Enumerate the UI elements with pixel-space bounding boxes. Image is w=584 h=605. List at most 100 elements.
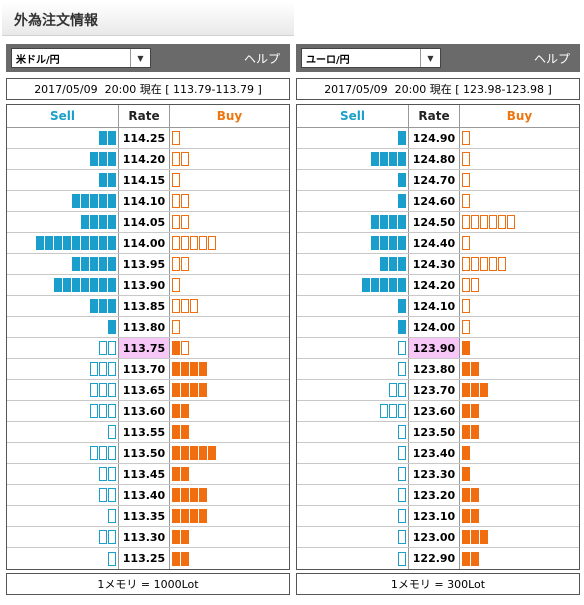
rate-cell: 124.10 [409, 296, 460, 316]
sell-volume-block [54, 278, 62, 292]
order-book-row: 123.30 [297, 464, 579, 485]
order-book-row: 113.80 [7, 317, 289, 338]
rate-cell: 113.25 [119, 548, 170, 569]
buy-volume-block [462, 152, 470, 166]
buy-volume-block [181, 551, 189, 566]
sell-volume-block [108, 362, 116, 376]
buy-volume-cell [460, 254, 579, 274]
sell-volume-cell [297, 485, 409, 505]
sell-volume-cell [7, 401, 119, 421]
help-link[interactable]: ヘルプ [533, 51, 570, 66]
buy-volume-block [172, 467, 180, 481]
buy-volume-block [462, 467, 470, 481]
buy-volume-cell [460, 191, 579, 211]
buy-volume-block [507, 215, 515, 229]
rate-cell: 113.70 [119, 359, 170, 379]
buy-volume-block [172, 446, 180, 460]
sell-column-header: Sell [297, 105, 409, 127]
buy-volume-block [181, 362, 189, 376]
buy-volume-cell [460, 443, 579, 463]
buy-volume-block [181, 446, 189, 460]
help-link[interactable]: ヘルプ [243, 51, 280, 66]
sell-volume-block [81, 278, 89, 292]
buy-volume-cell [460, 380, 579, 400]
order-book-header: Sell Rate Buy [297, 105, 579, 128]
buy-volume-block [181, 215, 189, 229]
rate-cell: 124.20 [409, 275, 460, 295]
chevron-down-icon[interactable]: ▼ [420, 49, 440, 67]
buy-volume-block [199, 236, 207, 250]
sell-volume-block [108, 215, 116, 229]
buy-volume-cell [460, 233, 579, 253]
order-book-panel-usdjpy: 米ドル/円 ▼ ヘルプ 2017/05/09 20:00 現在 [ 113.79… [6, 44, 290, 604]
sell-volume-block [108, 488, 116, 502]
buy-volume-cell [460, 401, 579, 421]
order-book-row: 123.40 [297, 443, 579, 464]
rate-cell: 123.10 [409, 506, 460, 526]
currency-pair-select[interactable]: ユーロ/円 ▼ [301, 48, 441, 68]
buy-volume-cell [460, 527, 579, 547]
sell-volume-cell [297, 548, 409, 569]
buy-volume-block [172, 320, 180, 334]
order-book-row: 123.20 [297, 485, 579, 506]
buy-volume-block [190, 446, 198, 460]
panel-header: ユーロ/円 ▼ ヘルプ [296, 44, 580, 72]
buy-volume-block [172, 341, 180, 355]
order-book-row: 113.25 [7, 548, 289, 569]
sell-volume-block [81, 257, 89, 271]
order-book-row: 123.90 [297, 338, 579, 359]
currency-pair-value: 米ドル/円 [16, 54, 60, 66]
rate-cell: 113.40 [119, 485, 170, 505]
buy-volume-block [471, 488, 479, 502]
sell-volume-block [108, 341, 116, 355]
sell-volume-block [90, 446, 98, 460]
order-book-row: 124.40 [297, 233, 579, 254]
rate-cell: 124.70 [409, 170, 460, 190]
rate-status: 2017/05/09 20:00 現在 [ 113.79-113.79 ] [6, 78, 290, 100]
rate-cell: 123.50 [409, 422, 460, 442]
rate-cell: 114.00 [119, 233, 170, 253]
buy-volume-block [462, 446, 470, 460]
sell-volume-block [90, 278, 98, 292]
chevron-down-icon[interactable]: ▼ [130, 49, 150, 67]
rate-cell: 113.85 [119, 296, 170, 316]
order-book-row: 124.50 [297, 212, 579, 233]
rate-cell: 114.05 [119, 212, 170, 232]
buy-volume-block [462, 425, 470, 439]
sell-volume-block [398, 446, 406, 460]
rate-cell: 113.80 [119, 317, 170, 337]
sell-volume-cell [297, 212, 409, 232]
sell-volume-cell [297, 506, 409, 526]
buy-volume-block [471, 425, 479, 439]
buy-volume-cell [460, 485, 579, 505]
rate-cell: 123.40 [409, 443, 460, 463]
rate-cell: 113.35 [119, 506, 170, 526]
sell-volume-cell [297, 170, 409, 190]
rate-cell: 124.80 [409, 149, 460, 169]
rate-cell: 113.50 [119, 443, 170, 463]
sell-volume-cell [297, 422, 409, 442]
order-book-row: 113.35 [7, 506, 289, 527]
buy-volume-block [199, 446, 207, 460]
buy-volume-block [190, 509, 198, 523]
sell-volume-block [398, 530, 406, 544]
order-book-row: 123.60 [297, 401, 579, 422]
sell-volume-block [72, 236, 80, 250]
buy-volume-cell [170, 233, 289, 253]
buy-volume-cell [170, 422, 289, 442]
rate-cell: 123.60 [409, 401, 460, 421]
order-book-row: 113.65 [7, 380, 289, 401]
sell-volume-block [63, 278, 71, 292]
buy-volume-cell [170, 464, 289, 484]
buy-volume-block [471, 278, 479, 292]
sell-volume-block [389, 236, 397, 250]
buy-volume-cell [170, 254, 289, 274]
buy-volume-block [172, 551, 180, 566]
buy-volume-cell [460, 212, 579, 232]
buy-volume-block [181, 383, 189, 397]
sell-volume-block [389, 278, 397, 292]
sell-volume-block [99, 278, 107, 292]
sell-volume-block [99, 362, 107, 376]
currency-pair-select[interactable]: 米ドル/円 ▼ [11, 48, 151, 68]
sell-volume-block [389, 215, 397, 229]
